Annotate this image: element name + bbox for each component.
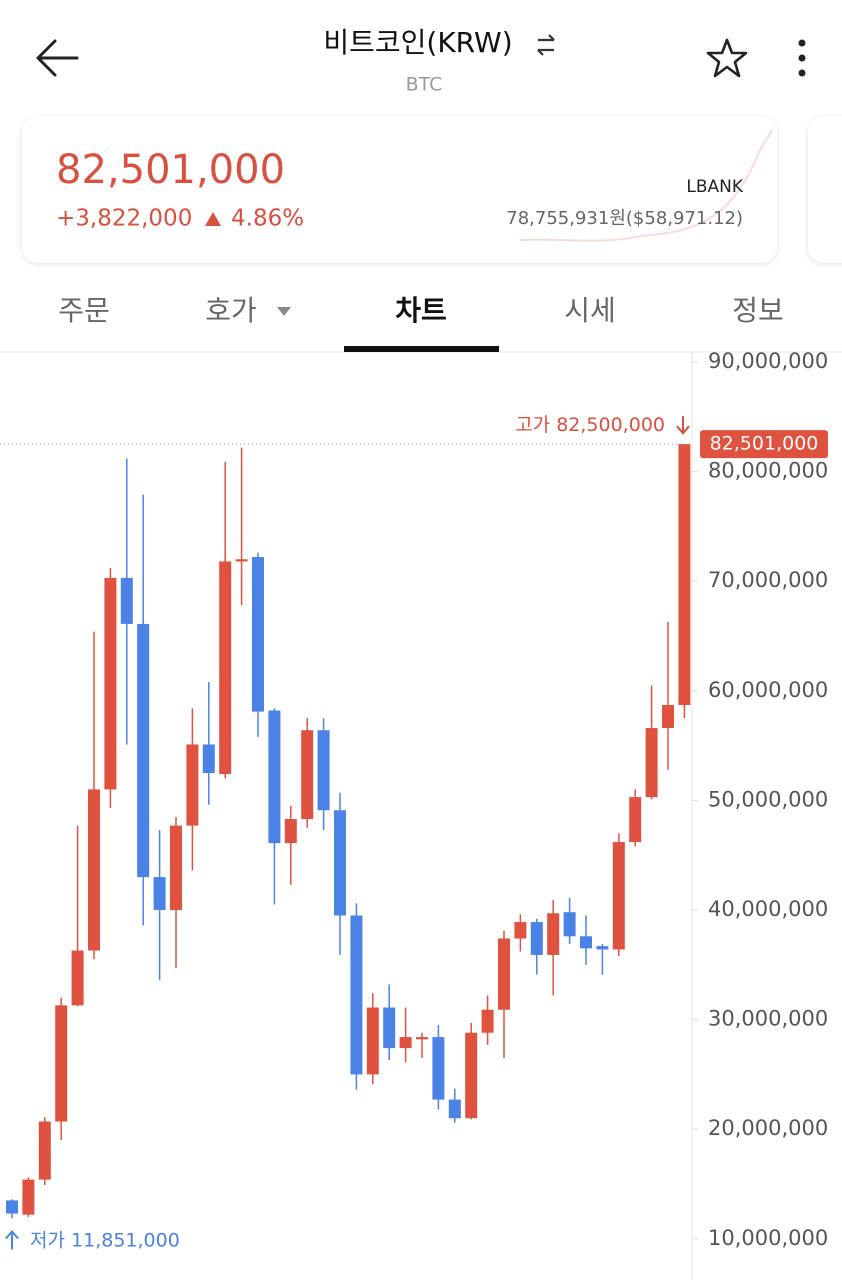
candle-body	[120, 577, 133, 624]
candle-body	[88, 789, 100, 951]
candle-body	[645, 728, 658, 798]
tab[interactable]: 시세	[564, 294, 616, 327]
y-tick-label: 60,000,000	[708, 678, 828, 702]
candle-body	[432, 1037, 445, 1100]
price-card	[22, 116, 777, 263]
price-change: +3,822,000	[56, 206, 192, 232]
last-price-tag	[700, 430, 828, 459]
candle-body	[317, 730, 330, 811]
y-tick-label: 20,000,000	[708, 1116, 828, 1140]
candle-body	[366, 1007, 379, 1075]
favorite-button[interactable]	[706, 38, 748, 78]
candle-body	[465, 1032, 478, 1119]
candle-body	[268, 710, 281, 844]
candle-body	[580, 936, 592, 949]
exchange-price: 78,755,931원($58,971.12)	[506, 208, 743, 229]
high-arrow	[676, 416, 690, 435]
candle-body	[55, 1005, 68, 1122]
low-arrow	[5, 1229, 19, 1250]
candle-body	[202, 744, 215, 773]
candle-body	[137, 623, 150, 878]
menu-button[interactable]	[798, 39, 806, 77]
candle-body	[71, 950, 84, 1006]
change-rate: 4.86%	[231, 206, 304, 232]
dropdown-arrow	[277, 307, 291, 316]
candle-body	[530, 922, 543, 955]
candle-body	[219, 561, 232, 775]
tab-bar: 주문 호가 차트 시세 정보	[58, 294, 784, 327]
candle-body	[662, 705, 674, 729]
y-tick-label: 10,000,000	[708, 1226, 828, 1250]
low-label-value: 11,851,000	[71, 1229, 180, 1251]
tab[interactable]: 호가	[205, 294, 257, 327]
y-tick-label: 30,000,000	[708, 1007, 828, 1031]
candle-body	[235, 559, 248, 562]
candle-body	[252, 557, 264, 712]
candle-body	[186, 744, 199, 826]
candle-body	[170, 825, 182, 910]
y-tick-label: 90,000,000	[708, 349, 828, 373]
y-tick-label: 40,000,000	[708, 897, 828, 921]
next-card[interactable]	[808, 116, 842, 263]
low-label: 저가 11,851,000	[30, 1229, 180, 1251]
low-label-text: 저가	[30, 1229, 65, 1251]
candle-body	[350, 915, 363, 1075]
candle-body	[547, 913, 560, 955]
candle-body	[629, 797, 642, 843]
candle-body	[678, 444, 691, 706]
high-label-value: 82,500,000	[556, 414, 665, 436]
candle-body	[514, 922, 527, 939]
y-tick-label: 70,000,000	[708, 568, 828, 592]
last-price-label: 82,501,000	[710, 433, 819, 455]
swap-icon[interactable]	[537, 34, 555, 56]
candle-body	[448, 1099, 461, 1119]
candle-body	[153, 877, 166, 910]
high-label: 고가 82,500,000	[515, 414, 665, 436]
candle-body	[416, 1037, 428, 1040]
sparkline	[519, 129, 773, 242]
y-tick-label: 50,000,000	[708, 787, 828, 811]
candle-body	[399, 1037, 412, 1049]
candle-body	[383, 1007, 396, 1049]
exchange-name: LBANK	[686, 177, 743, 197]
candle-body	[104, 577, 117, 790]
y-tick-label: 80,000,000	[708, 459, 828, 483]
candle-body	[334, 810, 346, 916]
tab[interactable]: 차트	[395, 294, 447, 327]
candle-body	[6, 1200, 18, 1214]
candle-body	[284, 819, 297, 844]
high-label-text: 고가	[515, 414, 550, 436]
candle-body	[481, 1009, 494, 1033]
back-button[interactable]	[36, 39, 79, 77]
tab[interactable]: 정보	[732, 294, 784, 327]
tab[interactable]: 주문	[58, 294, 110, 327]
header-title: 비트코인(KRW)	[323, 26, 512, 59]
candle-body	[22, 1179, 35, 1215]
tab-indicator	[344, 346, 499, 352]
candle-body	[612, 842, 625, 950]
candle-body	[301, 730, 314, 820]
candle-body	[498, 938, 510, 1010]
price: 82,501,000	[56, 147, 285, 193]
candle-body	[38, 1121, 51, 1180]
candle-body	[596, 946, 609, 950]
header-subtitle: BTC	[406, 74, 443, 96]
up-arrow	[205, 212, 221, 226]
chart: 10,000,000 20,000,000 30,000,000 40,000,000…	[0, 349, 828, 1251]
candle-body	[563, 912, 576, 937]
